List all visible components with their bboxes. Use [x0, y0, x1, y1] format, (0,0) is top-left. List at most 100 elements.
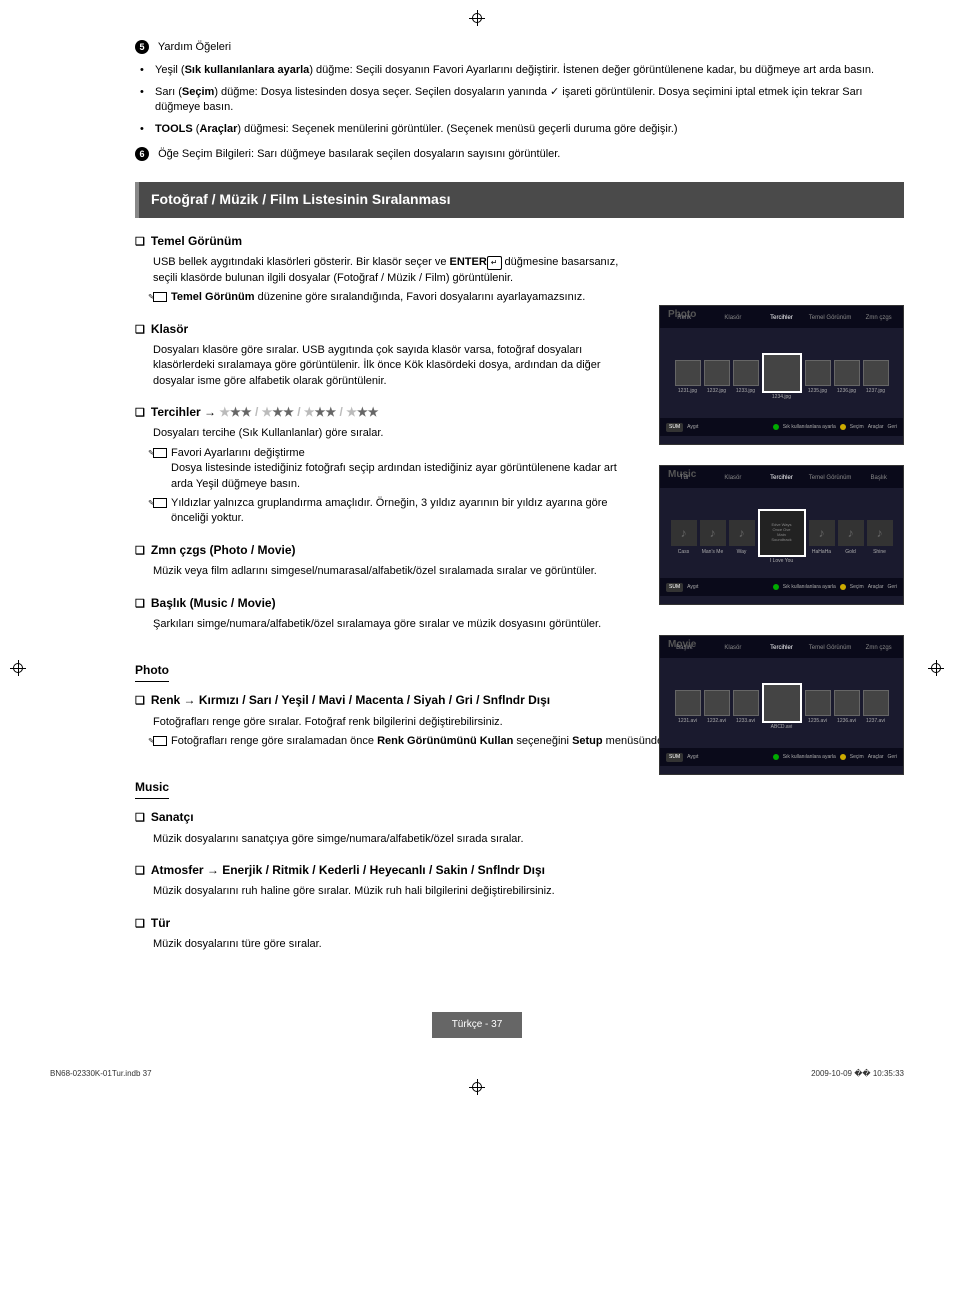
footer-text: Aygıt	[687, 754, 698, 761]
note-icon: ✎	[153, 292, 167, 302]
movie-thumb: 1233.avi	[733, 690, 759, 716]
shot-tab: Başlık	[854, 472, 903, 484]
subsection-baslik: Başlık (Music / Movie) Şarkıları simge/n…	[135, 595, 635, 633]
registration-mark	[469, 1079, 485, 1095]
registration-mark	[10, 660, 26, 676]
sub-body: Müzik dosyalarını türe göre sıralar.	[135, 937, 895, 952]
movie-thumb-selected: ABCD.avi	[762, 683, 802, 723]
note-icon: ✎	[153, 448, 167, 458]
enter-icon: ↵	[487, 256, 502, 269]
help-item-6: 6 Öğe Seçim Bilgileri: Sarı düğmeye bası…	[50, 147, 904, 162]
shot-tab: Temel Görünüm	[806, 642, 855, 654]
footer-text: Seçim	[850, 584, 864, 591]
shot-tab: Başlık	[660, 642, 709, 654]
photo-thumb: 1235.jpg	[805, 360, 831, 386]
note-icon: ✎	[153, 498, 167, 508]
page-number: Türkçe - 37	[432, 1012, 523, 1038]
photo-thumb: 1233.jpg	[733, 360, 759, 386]
photo-thumb-selected: 1234.jpg	[762, 353, 802, 393]
footer-text: Aygıt	[687, 584, 698, 591]
photo-thumb: 1236.jpg	[834, 360, 860, 386]
photo-thumb: 1232.jpg	[704, 360, 730, 386]
green-dot-icon	[773, 424, 779, 430]
sub-title: Atmosfer → Enerjik / Ritmik / Kederli / …	[135, 862, 895, 879]
category-header-music: Music	[135, 779, 169, 799]
note: ✎Temel Görünüm düzenine göre sıralandığı…	[153, 290, 635, 305]
music-thumb: ♪Shine	[867, 520, 893, 546]
footer-text: Geri	[888, 584, 897, 591]
footer-text: Seçim	[850, 754, 864, 761]
sub-body: Müzik dosyalarını sanatçıya göre simge/n…	[135, 832, 895, 847]
shot-tab: Temel Görünüm	[806, 472, 855, 484]
subsection-klasor: Klasör Dosyaları klasöre göre sıralar. U…	[135, 321, 635, 390]
shot-tab: Klasör	[709, 642, 758, 654]
sub-body: Dosyaları klasöre göre sıralar. USB aygı…	[135, 343, 635, 389]
check-icon: ✓	[550, 85, 559, 100]
help-item-5: 5 Yardım Öğeleri	[50, 40, 904, 55]
subsection-tercihler: Tercihler → ★★★ / ★★★ / ★★★ / ★★★ Dosyal…	[135, 404, 635, 527]
screenshot-music: Music Tür Klasör Tercihler Temel Görünüm…	[659, 465, 904, 605]
footer-text: Araçlar	[868, 584, 884, 591]
sub-title: Zmn çzgs (Photo / Movie)	[135, 542, 635, 559]
movie-thumb: 1232.avi	[704, 690, 730, 716]
number-badge-6: 6	[135, 147, 149, 161]
footer-text: Sık kullanılanlara ayarla	[783, 424, 836, 431]
sum-badge: SUM	[666, 753, 683, 762]
shot-tab: Zmn çzgs	[854, 642, 903, 654]
stars-icon: ★★★ / ★★★ / ★★★ / ★★★	[219, 405, 378, 419]
help-bullets: Yeşil (Sık kullanılanlara ayarla) düğme:…	[50, 63, 904, 137]
footer-text: Araçlar	[868, 754, 884, 761]
bullet-item: Sarı (Seçim) düğme: Dosya listesinden do…	[140, 85, 904, 116]
help-title-5: Yardım Öğeleri	[158, 41, 231, 53]
yellow-dot-icon	[840, 584, 846, 590]
shot-tab: Klasör	[709, 312, 758, 324]
number-badge-5: 5	[135, 40, 149, 54]
sub-body: Müzik veya film adlarını simgesel/numara…	[135, 564, 635, 579]
shot-tab: Zmn çzgs	[854, 312, 903, 324]
doc-filename: BN68-02330K-01Tur.indb 37	[50, 1068, 152, 1079]
shot-tab: Tercihler	[757, 642, 806, 654]
note: ✎Favori Ayarlarını değiştirmeDosya liste…	[153, 446, 635, 492]
music-thumb-selected: Edve Ways Once Ove Main Soundtrack I Lov…	[758, 509, 806, 557]
footer-meta: BN68-02330K-01Tur.indb 37 2009-10-09 �� …	[50, 1068, 904, 1079]
screenshot-movie: Movie Başlık Klasör Tercihler Temel Görü…	[659, 635, 904, 775]
footer-text: Sık kullanılanlara ayarla	[783, 584, 836, 591]
sub-title: Tür	[135, 915, 895, 932]
section-header: Fotoğraf / Müzik / Film Listesinin Sıral…	[135, 182, 904, 218]
sub-title: Tercihler → ★★★ / ★★★ / ★★★ / ★★★	[135, 404, 635, 421]
sum-badge: SUM	[666, 583, 683, 592]
music-thumb: ♪Cass	[671, 520, 697, 546]
help-title-6: Öğe Seçim Bilgileri: Sarı düğmeye basıla…	[158, 148, 560, 160]
shot-tab: Tür	[660, 472, 709, 484]
screenshot-photo: Photo Renk Klasör Tercihler Temel Görünü…	[659, 305, 904, 445]
footer-text: Araçlar	[868, 424, 884, 431]
bullet-item: TOOLS (Araçlar) düğmesi: Seçenek menüler…	[140, 122, 904, 137]
subsection-atmosfer: Atmosfer → Enerjik / Ritmik / Kederli / …	[135, 862, 895, 900]
photo-thumb: 1237.jpg	[863, 360, 889, 386]
subsection-temel: Temel Görünüm USB bellek aygıtındaki kla…	[135, 233, 635, 306]
photo-thumb: 1231.jpg	[675, 360, 701, 386]
bullet-item: Yeşil (Sık kullanılanlara ayarla) düğme:…	[140, 63, 904, 78]
sub-title: Klasör	[135, 321, 635, 338]
registration-mark	[928, 660, 944, 676]
movie-thumb: 1236.avi	[834, 690, 860, 716]
shot-tab: Renk	[660, 312, 709, 324]
sub-body: Şarkıları simge/numara/alfabetik/özel sı…	[135, 617, 635, 632]
footer-text: Geri	[888, 424, 897, 431]
subsection-zmn: Zmn çzgs (Photo / Movie) Müzik veya film…	[135, 542, 635, 580]
sub-title: Başlık (Music / Movie)	[135, 595, 635, 612]
music-thumb: ♪HaHaHa	[809, 520, 835, 546]
green-dot-icon	[773, 584, 779, 590]
footer-text: Sık kullanılanlara ayarla	[783, 754, 836, 761]
movie-thumb: 1235.avi	[805, 690, 831, 716]
sub-body: Müzik dosyalarını ruh haline göre sırala…	[135, 884, 895, 899]
green-dot-icon	[773, 754, 779, 760]
note: ✎Yıldızlar yalnızca gruplandırma amaçlıd…	[153, 496, 635, 527]
shot-tab: Tercihler	[757, 472, 806, 484]
category-header-photo: Photo	[135, 662, 169, 682]
footer-text: Seçim	[850, 424, 864, 431]
note-icon: ✎	[153, 736, 167, 746]
doc-timestamp: 2009-10-09 �� 10:35:33	[811, 1068, 904, 1079]
music-thumb: ♪Way	[729, 520, 755, 546]
shot-tab: Temel Görünüm	[806, 312, 855, 324]
